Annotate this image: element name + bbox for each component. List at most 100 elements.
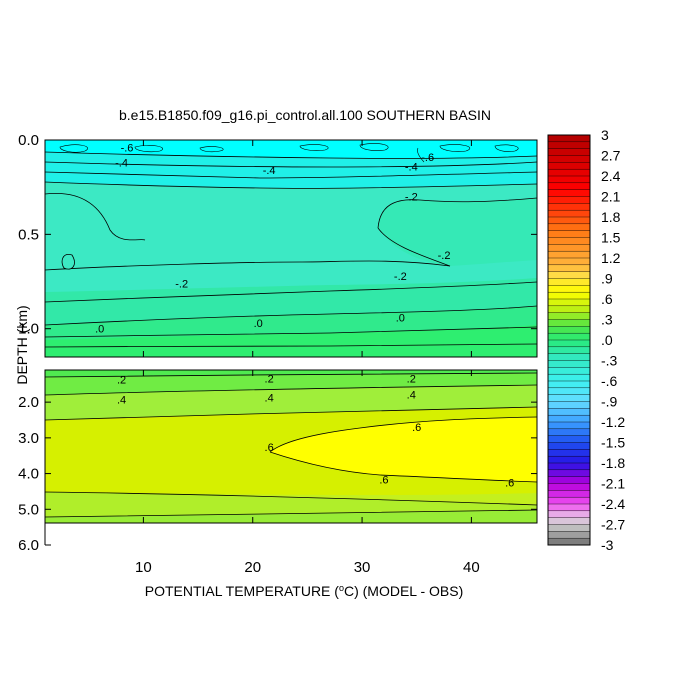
contour-line: [45, 260, 451, 271]
colorbar-swatch: [547, 490, 591, 498]
contour-label: -.6: [421, 152, 434, 164]
colorbar-swatch: [547, 223, 591, 232]
colorbar-swatch: [547, 496, 591, 505]
contour-line: [417, 147, 425, 163]
contour-line: [134, 145, 163, 153]
colorbar-swatch: [547, 319, 591, 327]
axes: 10 20 30 40 0.0 0.5 1.0 2.0 3.0 4.0 5.0 6.0: [18, 132, 537, 576]
contour-line: [45, 181, 537, 189]
colorbar-label: -1.8: [601, 455, 625, 471]
contour-label: .6: [379, 475, 388, 487]
contour-label: .2: [407, 374, 416, 386]
contour-label: .0: [396, 312, 405, 324]
contour-label: .4: [265, 393, 274, 405]
contour-line: [61, 254, 75, 270]
colorbar-label: -1.5: [601, 435, 625, 451]
colorbar-label: -2.1: [601, 476, 625, 492]
colorbar-swatch: [547, 148, 591, 157]
colorbar-label: -1.2: [601, 414, 625, 430]
contour-line: [377, 197, 537, 229]
region-fill: [45, 140, 537, 159]
colorbar-label: 3: [601, 127, 609, 143]
y-tick-label: 4.0: [18, 466, 39, 483]
colorbar-swatch: [547, 408, 591, 416]
colorbar-swatch: [547, 141, 591, 150]
contour-line: [359, 143, 389, 151]
y-tick-label: 3.0: [18, 430, 39, 447]
contour-line: [45, 509, 537, 518]
colorbar-swatch: [547, 134, 591, 143]
colorbar-label: .9: [601, 271, 613, 287]
colorbar-label: -3: [601, 537, 614, 553]
colorbar-swatch: [547, 476, 591, 484]
contour-label: .2: [265, 374, 274, 386]
colorbar-swatch: [547, 531, 591, 539]
contour-line: [377, 227, 451, 267]
contour-label: -.4: [263, 165, 276, 177]
colorbar-swatch: [547, 162, 591, 170]
x-axis-label: POTENTIAL TEMPERATURE (oC) (MODEL - OBS): [145, 583, 464, 599]
colorbar-label: 1.5: [601, 230, 621, 246]
colorbar-swatch: [547, 469, 591, 478]
colorbar-swatch: [547, 332, 591, 341]
colorbar-swatch: [547, 244, 591, 252]
contour-line: [45, 151, 537, 159]
contour-label: .6: [265, 442, 274, 454]
colorbar-swatch: [547, 203, 591, 211]
colorbar-swatch: [547, 305, 591, 314]
colorbar-swatch: [547, 537, 591, 546]
colorbar-swatch: [547, 264, 591, 273]
colorbar-label: -2.7: [601, 517, 625, 533]
colorbar-swatch: [547, 428, 591, 437]
contour-label: .6: [412, 422, 421, 434]
colorbar-label: 2.1: [601, 189, 621, 205]
colorbar-frame: [547, 134, 591, 546]
contour-label: .4: [117, 394, 126, 406]
x-tick-label: 30: [354, 559, 371, 576]
colorbar-swatch: [547, 346, 591, 355]
lower-panel: [45, 370, 537, 523]
colorbar-swatch: [547, 483, 591, 491]
upper-panel-frame: [44, 139, 538, 358]
colorbar-swatch: [547, 271, 591, 279]
x-tick-label: 20: [244, 559, 261, 576]
lower-panel-frame: [44, 369, 538, 524]
colorbar-swatch: [547, 250, 591, 259]
colorbar-swatch: [547, 182, 591, 191]
colorbar-label: -.3: [601, 353, 618, 369]
y-tick-label: 0.0: [18, 132, 39, 149]
contour-line: [45, 171, 537, 179]
contour-line: [45, 406, 537, 421]
colorbar-label: .0: [601, 332, 613, 348]
colorbar-swatch: [547, 168, 591, 177]
contour-line: [299, 144, 329, 151]
colorbar-swatch: [547, 189, 591, 198]
colorbar-swatch: [547, 414, 591, 423]
colorbar-swatch: [547, 237, 591, 245]
x-tick-label: 40: [463, 559, 480, 576]
colorbar-swatch: [547, 230, 591, 239]
colorbar-swatch: [547, 517, 591, 526]
colorbar-label: 2.4: [601, 168, 621, 184]
colorbar-swatch: [547, 510, 591, 519]
colorbar-swatch: [547, 285, 591, 293]
colorbar-swatch: [547, 394, 591, 402]
colorbar-label: .3: [601, 312, 613, 328]
y-tick-label: 5.0: [18, 501, 39, 518]
contour-line: [59, 144, 88, 153]
colorbar-swatch: [547, 196, 591, 204]
colorbar-swatch: [547, 462, 591, 471]
contour-line: [45, 281, 537, 303]
colorbar-swatch: [547, 442, 591, 450]
colorbar-swatch: [547, 401, 591, 409]
contour-line: [199, 146, 224, 153]
colorbar-swatch: [547, 216, 591, 225]
region-fill: [378, 198, 537, 266]
colorbar-swatch: [547, 360, 591, 368]
colorbar-swatch: [547, 291, 591, 300]
contour-line: [45, 384, 537, 396]
contour-line: [269, 416, 537, 453]
colorbar-swatch: [547, 503, 591, 512]
colorbar-swatch: [547, 353, 591, 361]
colorbar-label: 1.8: [601, 209, 621, 225]
